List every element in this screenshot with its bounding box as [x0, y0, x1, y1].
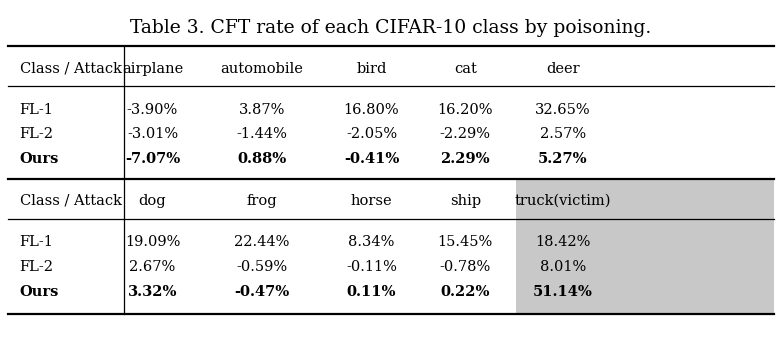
Text: truck(victim): truck(victim)	[515, 194, 612, 208]
Text: -2.29%: -2.29%	[439, 127, 491, 141]
Text: 0.11%: 0.11%	[346, 285, 396, 299]
Text: cat: cat	[454, 62, 477, 75]
Text: FL-2: FL-2	[20, 260, 53, 274]
Text: 8.01%: 8.01%	[540, 260, 586, 274]
Text: bird: bird	[357, 62, 386, 75]
Text: -0.78%: -0.78%	[439, 260, 491, 274]
Text: -7.07%: -7.07%	[125, 153, 180, 166]
Text: 3.87%: 3.87%	[239, 103, 285, 117]
Text: Ours: Ours	[20, 153, 59, 166]
Text: 2.29%: 2.29%	[440, 153, 490, 166]
Text: -3.01%: -3.01%	[127, 127, 178, 141]
Text: -0.47%: -0.47%	[235, 285, 289, 299]
Text: 18.42%: 18.42%	[536, 235, 590, 249]
Text: 51.14%: 51.14%	[533, 285, 593, 299]
Text: 2.57%: 2.57%	[540, 127, 586, 141]
Text: Table 3. CFT rate of each CIFAR-10 class by poisoning.: Table 3. CFT rate of each CIFAR-10 class…	[131, 19, 651, 37]
Text: Class / Attack: Class / Attack	[20, 62, 121, 75]
Text: 15.45%: 15.45%	[438, 235, 493, 249]
Text: Ours: Ours	[20, 285, 59, 299]
Text: 32.65%: 32.65%	[535, 103, 591, 117]
Text: deer: deer	[547, 62, 579, 75]
Text: airplane: airplane	[122, 62, 183, 75]
Text: frog: frog	[246, 194, 278, 208]
Text: 3.32%: 3.32%	[127, 285, 178, 299]
Text: dog: dog	[138, 194, 167, 208]
Text: -1.44%: -1.44%	[236, 127, 288, 141]
Text: -0.41%: -0.41%	[344, 153, 399, 166]
Text: automobile: automobile	[221, 62, 303, 75]
Bar	[516, 219, 774, 315]
Text: 8.34%: 8.34%	[348, 235, 395, 249]
Text: FL-1: FL-1	[20, 235, 53, 249]
Text: 2.67%: 2.67%	[129, 260, 176, 274]
Text: -0.11%: -0.11%	[346, 260, 397, 274]
Bar	[516, 179, 774, 221]
Text: Class / Attack: Class / Attack	[20, 194, 121, 208]
Text: -3.90%: -3.90%	[127, 103, 178, 117]
Text: 16.20%: 16.20%	[438, 103, 493, 117]
Text: FL-1: FL-1	[20, 103, 53, 117]
Text: horse: horse	[350, 194, 393, 208]
Text: 0.22%: 0.22%	[440, 285, 490, 299]
Text: 19.09%: 19.09%	[125, 235, 180, 249]
Text: 0.88%: 0.88%	[238, 153, 286, 166]
Text: 22.44%: 22.44%	[235, 235, 289, 249]
Text: ship: ship	[450, 194, 481, 208]
Text: 16.80%: 16.80%	[343, 103, 400, 117]
Text: 5.27%: 5.27%	[538, 153, 588, 166]
Text: -2.05%: -2.05%	[346, 127, 397, 141]
Text: FL-2: FL-2	[20, 127, 53, 141]
Text: -0.59%: -0.59%	[236, 260, 288, 274]
